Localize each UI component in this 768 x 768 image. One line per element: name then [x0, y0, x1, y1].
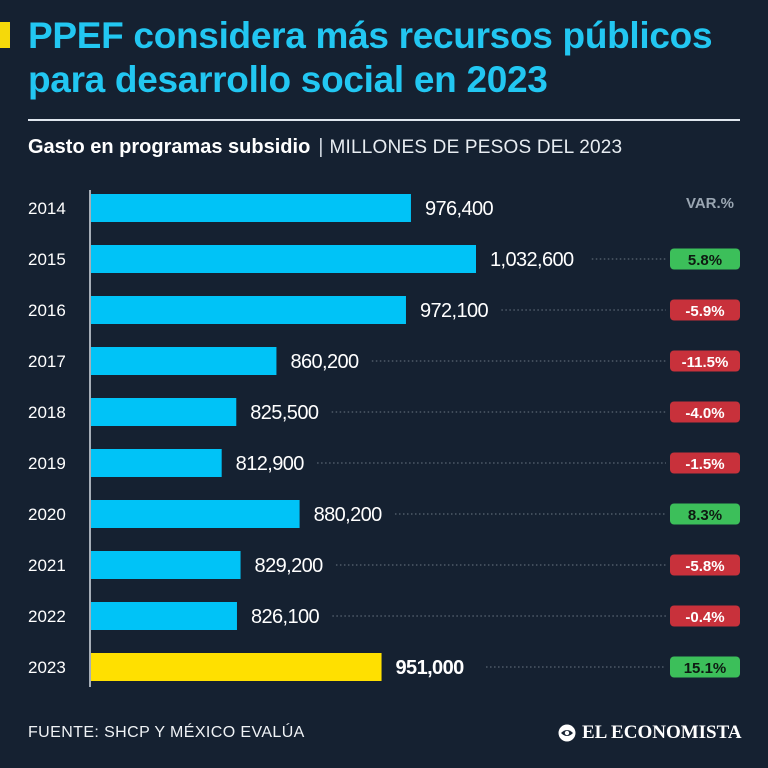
title-accent-bar: [0, 22, 10, 48]
subtitle-text: Gasto en programas subsidio: [28, 136, 311, 158]
category-label: 2018: [28, 403, 66, 422]
brand-mark-icon: [558, 724, 576, 742]
data-label: 1,032,600: [490, 249, 574, 271]
variation-label: -4.0%: [685, 405, 724, 422]
category-label: 2022: [28, 607, 66, 626]
category-label: 2020: [28, 505, 66, 524]
chart-subtitle: Gasto en programas subsidio | MILLONES DE …: [28, 136, 622, 159]
category-label: 2019: [28, 454, 66, 473]
data-label: 880,200: [314, 504, 383, 526]
variation-label: 15.1%: [684, 660, 727, 677]
category-label: 2014: [28, 199, 66, 218]
variation-label: -5.9%: [685, 303, 724, 320]
variation-badge: [670, 452, 740, 474]
data-label: 951,000: [396, 657, 465, 679]
bar: [91, 551, 241, 579]
chart-title: PPEF considera más recursos públicos par…: [28, 15, 713, 100]
variation-label: 5.8%: [688, 252, 722, 269]
variation-label: -11.5%: [682, 354, 729, 371]
data-label: 829,200: [255, 555, 324, 577]
bar: [91, 245, 476, 273]
variation-badge: [670, 401, 740, 423]
category-label: 2021: [28, 556, 66, 575]
bar: [91, 500, 300, 528]
unit-label: MILLONES DE PESOS DEL 2023: [329, 137, 623, 158]
title-divider: [28, 119, 740, 121]
category-label: 2023: [28, 658, 66, 677]
data-label: 826,100: [251, 606, 320, 628]
variation-badge: [670, 656, 740, 678]
bar: [91, 347, 277, 375]
variation-badge: [670, 350, 740, 372]
variation-badge: [670, 554, 740, 576]
data-label: 812,900: [236, 453, 305, 475]
category-label: 2015: [28, 250, 66, 269]
bar: [91, 194, 411, 222]
bar: [91, 296, 406, 324]
bar: [91, 398, 237, 426]
category-label: 2017: [28, 352, 66, 371]
variation-header: VAR.%: [686, 195, 734, 212]
brand-logo: EL ECONOMISTA: [558, 722, 742, 744]
variation-label: 8.3%: [688, 507, 722, 524]
source-note: FUENTE: SHCP Y MÉXICO EVALÚA: [28, 724, 305, 741]
data-label: 976,400: [425, 198, 494, 220]
brand-name: EL ECONOMISTA: [582, 722, 742, 743]
variation-label: -1.5%: [685, 456, 724, 473]
variation-badge: [670, 299, 740, 321]
data-label: 972,100: [420, 300, 489, 322]
bar: [91, 653, 382, 681]
variation-label: -5.8%: [685, 558, 724, 575]
bar: [91, 602, 237, 630]
data-label: 860,200: [290, 351, 359, 373]
bar: [91, 449, 222, 477]
variation-label: -0.4%: [685, 609, 724, 626]
subtitle-separator: |: [318, 136, 324, 158]
variation-badge: [670, 605, 740, 627]
category-label: 2016: [28, 301, 66, 320]
variation-badge: [670, 503, 740, 525]
variation-badge: [670, 248, 740, 270]
data-label: 825,500: [250, 402, 319, 424]
